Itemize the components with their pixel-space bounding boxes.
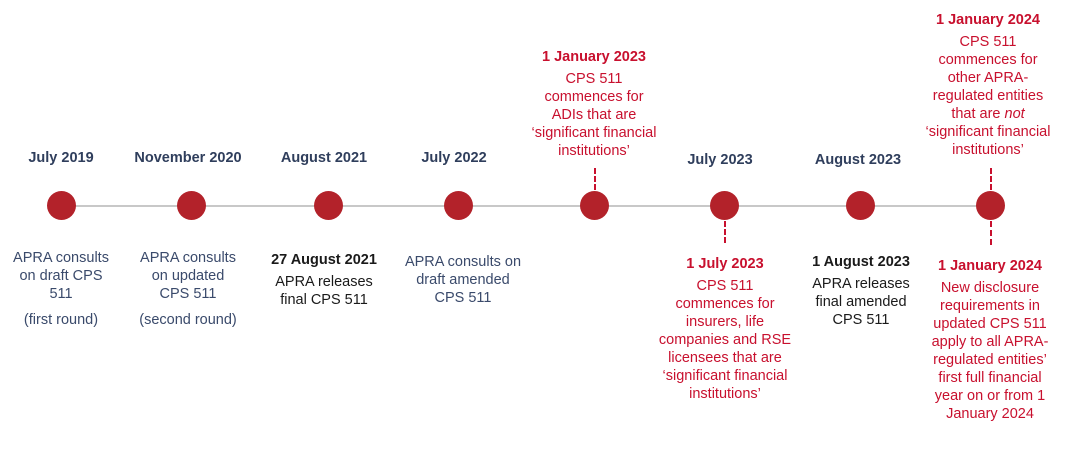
milestone-dot-july-2023 xyxy=(710,191,739,220)
milestone-date: 27 August 2021 xyxy=(271,252,377,268)
milestone-description-highlight: 1 January 2024 CPS 511 commences for oth… xyxy=(906,11,1065,159)
milestone-description-highlight: 1 July 2023 CPS 511 commences for insure… xyxy=(644,255,806,403)
milestone-description-highlight: 1 January 2023 CPS 511 commences for ADI… xyxy=(509,48,679,160)
milestone-dot-november-2020 xyxy=(177,191,206,220)
period-label: August 2023 xyxy=(814,152,902,168)
milestone-dot-july-2019 xyxy=(47,191,76,220)
milestone-description: 1 August 2023 APRA releases final amende… xyxy=(786,253,936,329)
connector-jan-2024-below xyxy=(990,221,992,245)
period-label: July 2019 xyxy=(28,150,94,166)
milestone-date: 1 January 2023 xyxy=(542,49,646,65)
milestone-dot-jan-2023 xyxy=(580,191,609,220)
milestone-dot-august-2021 xyxy=(314,191,343,220)
milestone-date: 1 August 2023 xyxy=(812,254,910,270)
connector-jan-2024-above xyxy=(990,168,992,190)
timeline-axis-line xyxy=(60,205,990,207)
milestone-date: 1 January 2024 xyxy=(938,258,1042,274)
emphasis-not: not xyxy=(1004,106,1025,122)
connector-july-2023-below xyxy=(724,221,726,243)
period-label: August 2021 xyxy=(280,150,368,166)
period-label: July 2023 xyxy=(687,152,753,168)
connector-jan-2023-above xyxy=(594,168,596,190)
milestone-date: 1 January 2024 xyxy=(936,12,1040,28)
milestone-date: 1 July 2023 xyxy=(686,256,764,272)
milestone-dot-july-2022 xyxy=(444,191,473,220)
milestone-description-highlight: 1 January 2024 New disclosure requiremen… xyxy=(908,257,1065,423)
milestone-dot-august-2023 xyxy=(846,191,875,220)
period-label: November 2020 xyxy=(134,150,242,166)
milestone-description: APRA consults on draft CPS 511 (first ro… xyxy=(13,250,109,328)
period-label: July 2022 xyxy=(421,150,487,166)
milestone-dot-jan-2024 xyxy=(976,191,1005,220)
milestone-description: APRA consults on updated CPS 511 (second… xyxy=(139,250,237,328)
milestone-description: APRA consults on draft amended CPS 511 xyxy=(404,254,522,306)
milestone-description: 27 August 2021 APRA releases final CPS 5… xyxy=(254,251,394,309)
